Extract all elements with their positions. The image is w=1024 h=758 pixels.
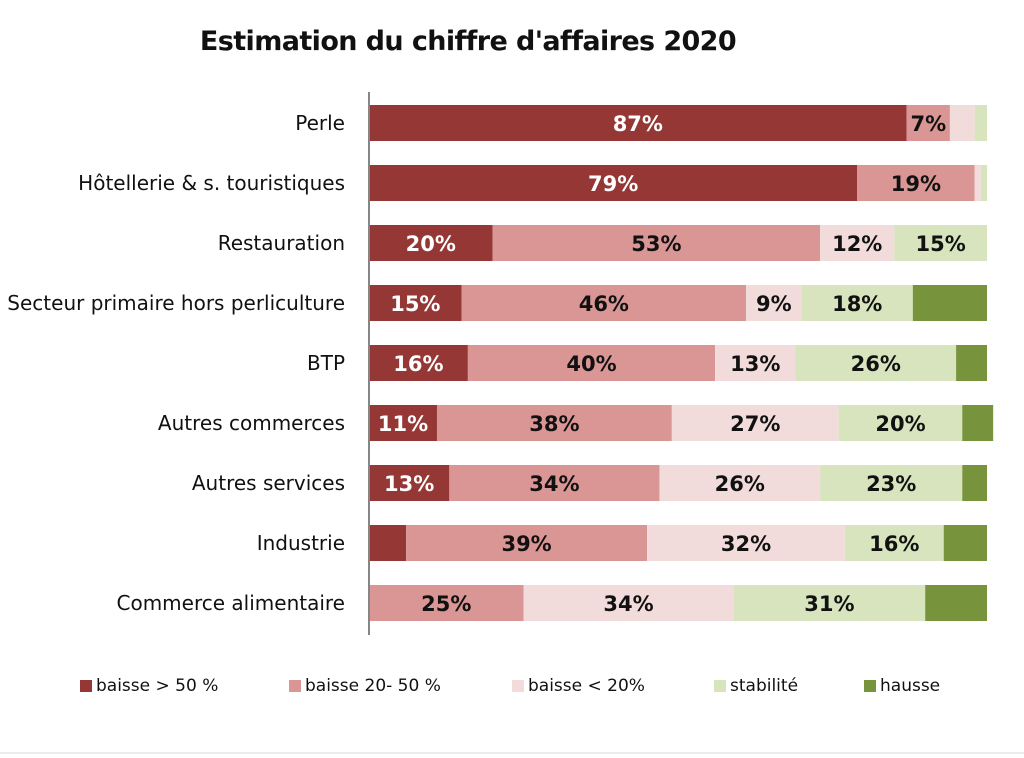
legend-label: hausse [880,676,941,696]
bar-segment [956,345,987,381]
legend-item-baisse-plus-50: baisse > 50 % [80,676,218,696]
data-label: 32% [721,532,771,556]
data-label: 18% [832,292,882,316]
legend-swatch [512,680,524,692]
category-label: Secteur primaire hors perliculture [7,291,345,315]
data-label: 13% [384,472,434,496]
data-label: 26% [715,472,765,496]
data-label: 79% [588,172,638,196]
data-label: 13% [730,352,780,376]
bar-segment [980,165,987,201]
data-label: 7% [910,112,946,136]
category-label: Perle [295,111,345,135]
chart-title: Estimation du chiffre d'affaires 2020 [199,26,737,57]
bar-segment [838,405,963,441]
bar-segment [492,225,821,261]
bar-segment [369,465,450,501]
data-label: 12% [832,232,882,256]
bar-segment [523,585,734,621]
legend-swatch [864,680,876,692]
data-label: 15% [916,232,966,256]
data-label: 40% [566,352,616,376]
bar-segment [369,405,437,441]
data-label: 39% [501,532,551,556]
bar-segment [715,345,796,381]
bar-segment [974,105,987,141]
legend-label: baisse < 20% [528,676,645,696]
page-divider [0,752,1024,754]
bar-segment [369,225,493,261]
legend-swatch [714,680,726,692]
category-label: Commerce alimentaire [117,591,346,615]
bar-segment [369,165,858,201]
legend-swatch [80,680,92,692]
data-label: 53% [631,232,681,256]
data-label: 26% [851,352,901,376]
bar-segment [369,585,524,621]
bar-segment [820,225,895,261]
legend-item-baisse-20-50: baisse 20- 50 % [289,676,441,696]
data-label: 20% [875,412,925,436]
legend-label: baisse > 50 % [96,676,219,696]
bar-segment [436,405,672,441]
data-label: 16% [869,532,919,556]
data-label: 9% [756,292,792,316]
bar-segment [449,465,660,501]
bar-segment [912,285,987,321]
bar-segment [974,165,981,201]
bar-segment [801,285,913,321]
category-label: Hôtellerie & s. touristiques [78,171,345,195]
data-label: 16% [393,352,443,376]
chart-legend: baisse > 50 % baisse 20- 50 % baisse < 2… [80,676,980,700]
bar-segment [467,345,716,381]
data-label: 46% [579,292,629,316]
data-label: 23% [866,472,916,496]
bar-segment [906,105,950,141]
bar-segment [949,105,975,141]
bar-segment [659,465,821,501]
data-label: 11% [378,412,428,436]
legend-swatch [289,680,301,692]
bar-segment [733,585,926,621]
bar-segment [795,345,957,381]
data-label: 34% [529,472,579,496]
bar-segment [925,585,987,621]
category-label: Restauration [218,231,345,255]
bar-segment [647,525,845,561]
bar-segment [369,285,462,321]
bar-segment [745,285,802,321]
category-label: Industrie [257,531,345,555]
bar-segment [894,225,987,261]
bar-segment [671,405,839,441]
data-label: 38% [529,412,579,436]
legend-item-baisse-moins-20: baisse < 20% [512,676,645,696]
data-label: 27% [730,412,780,436]
category-label: Autres services [192,471,345,495]
bar-segment [962,405,994,441]
bar-segment [962,465,987,501]
data-label: 25% [421,592,471,616]
data-label: 87% [613,112,663,136]
data-label: 19% [891,172,941,196]
legend-item-hausse: hausse [864,676,940,696]
bar-segment [844,525,944,561]
bar-segment [406,525,648,561]
data-label: 31% [804,592,854,616]
bar-segment [369,105,907,141]
bar-segment [369,345,468,381]
bar-segment [369,525,407,561]
category-label: Autres commerces [158,411,345,435]
legend-item-stabilite: stabilité [714,676,798,696]
data-label: 20% [406,232,456,256]
legend-label: stabilité [730,676,799,696]
bar-segment [857,165,975,201]
category-label: BTP [307,351,345,375]
bar-segment [943,525,987,561]
bar-segment [820,465,963,501]
data-label: 34% [603,592,653,616]
data-label: 15% [390,292,440,316]
legend-label: baisse 20- 50 % [305,676,441,696]
bar-segment [461,285,746,321]
